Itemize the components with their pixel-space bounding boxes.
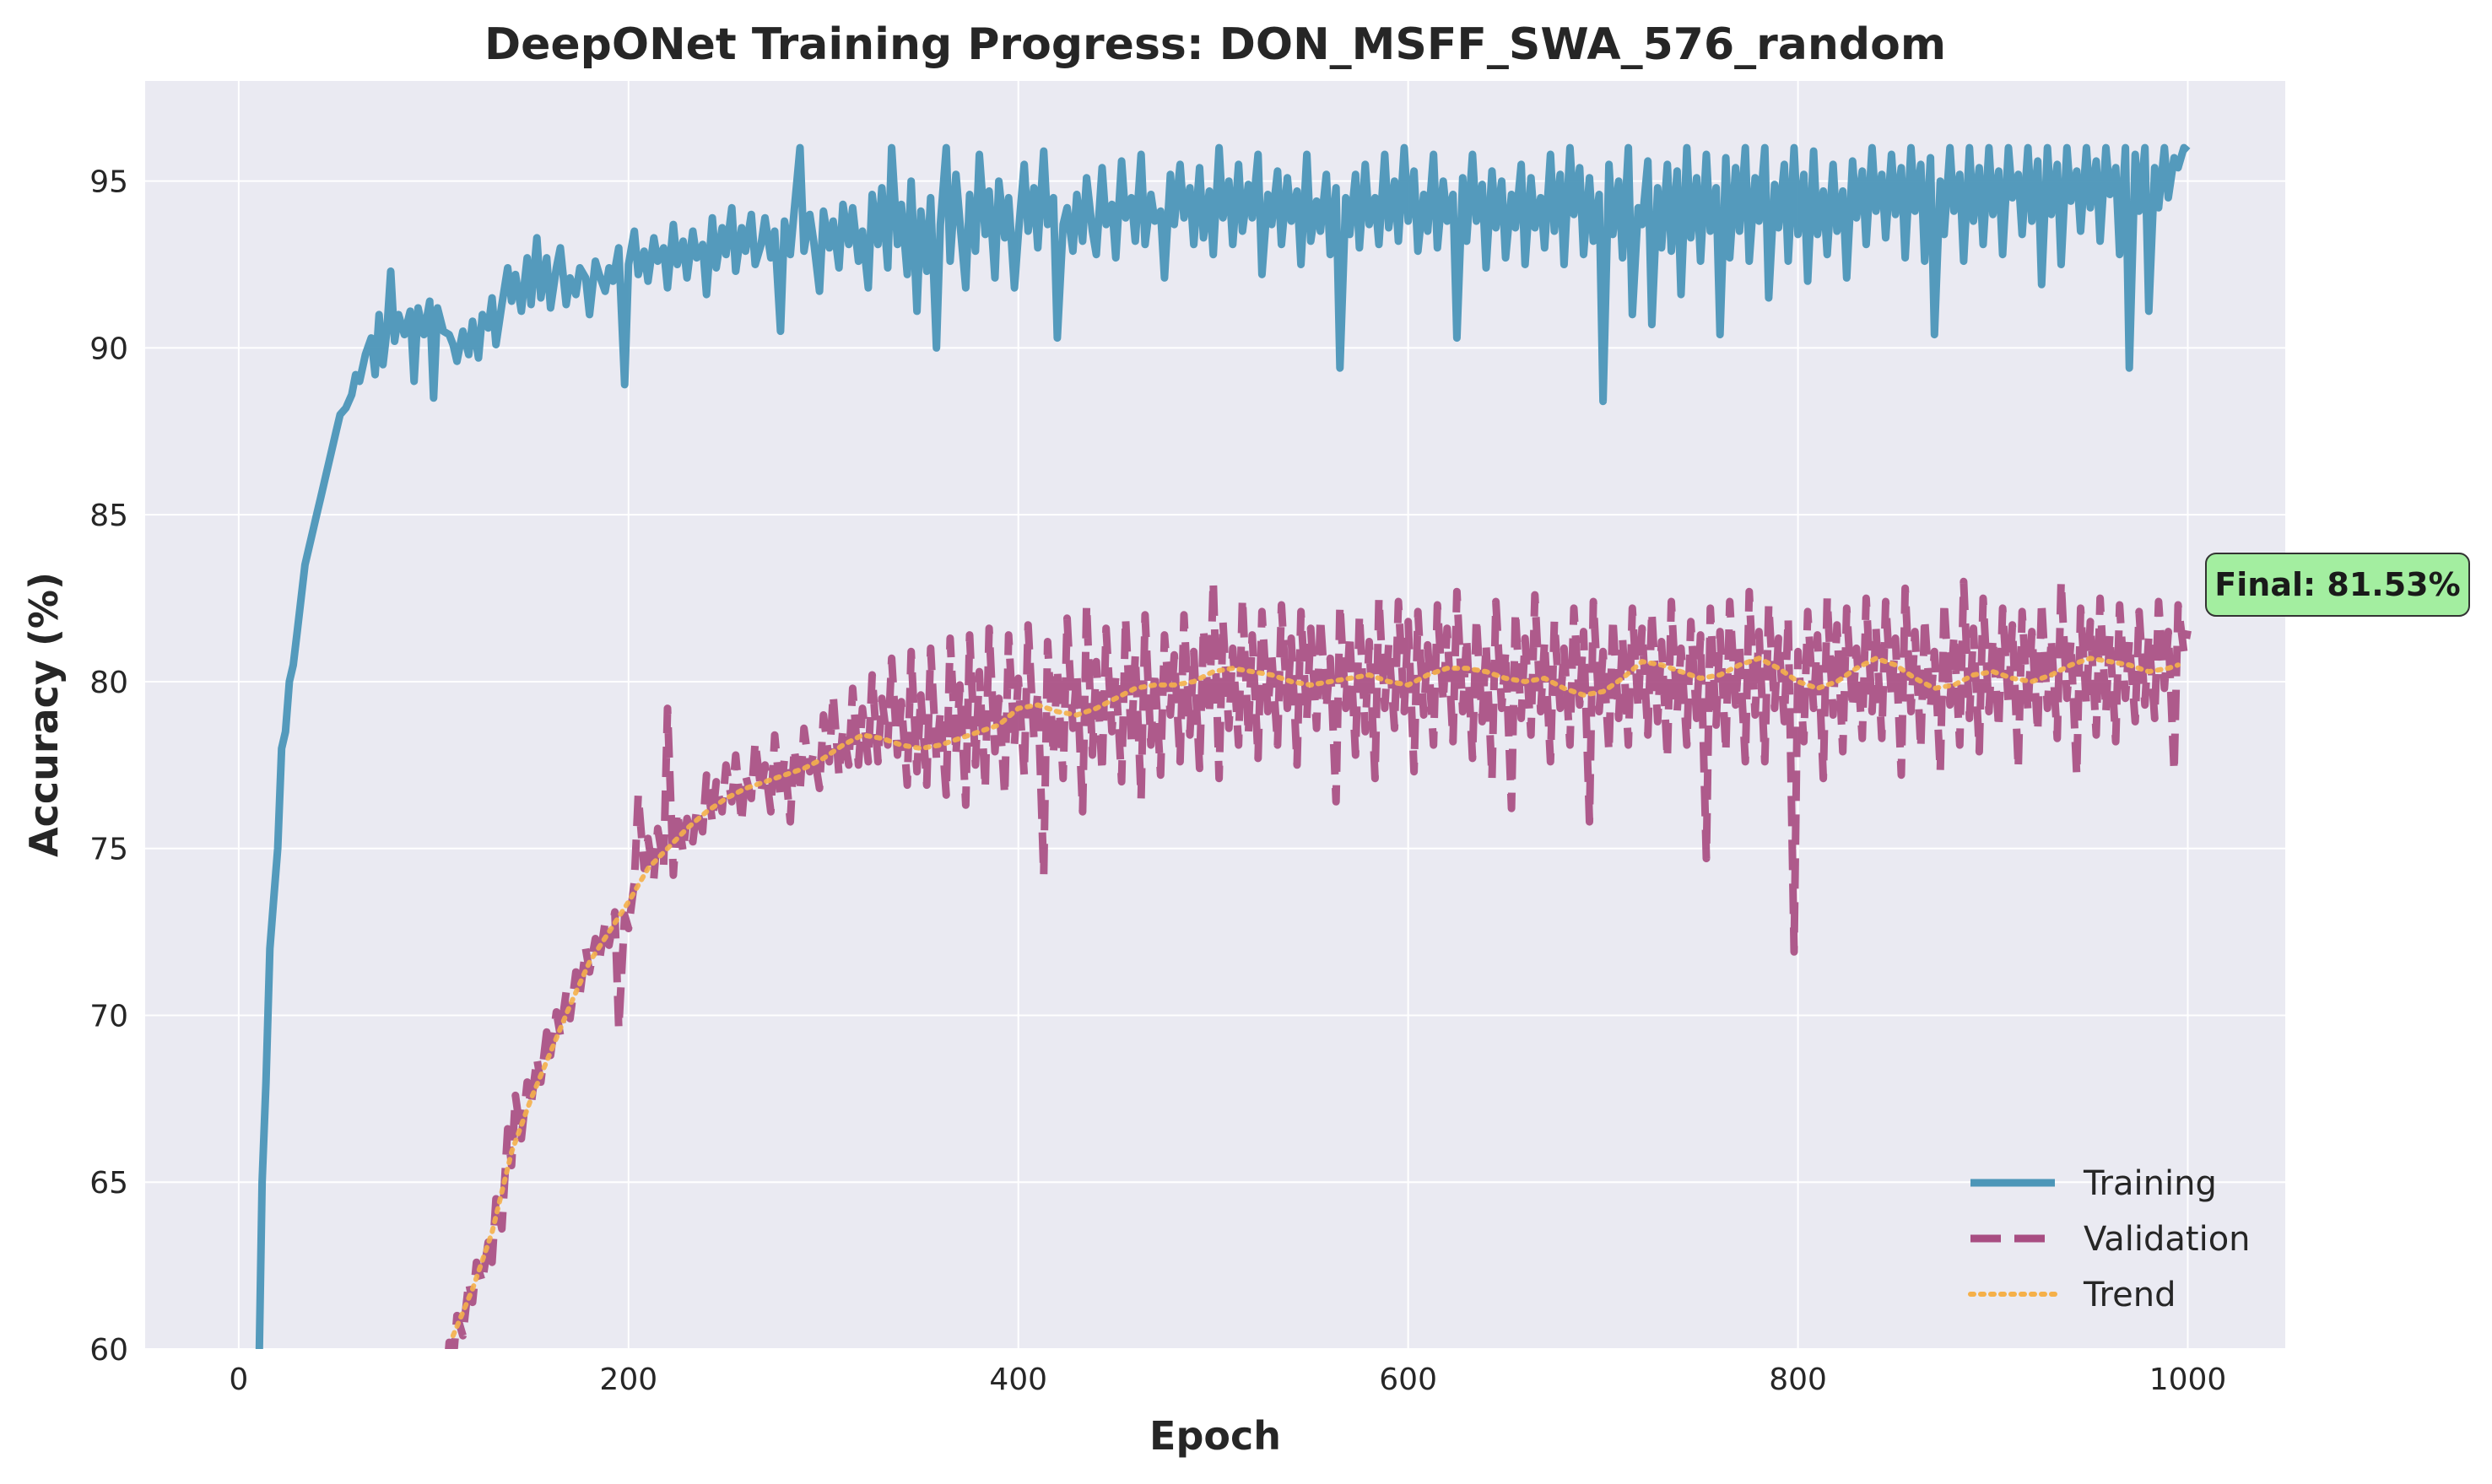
x-tick-label: 1000	[2149, 1363, 2227, 1397]
legend-item-trend: Trend	[1968, 1276, 2176, 1314]
series-line-validation	[445, 577, 2192, 1349]
legend: Training Validation Trend	[1968, 1164, 2251, 1314]
x-tick-label: 400	[989, 1363, 1047, 1397]
series-line-training	[255, 143, 2191, 1349]
y-tick-label: 85	[89, 499, 128, 533]
legend-label-trend: Trend	[2083, 1276, 2176, 1314]
y-tick-label: 65	[89, 1166, 128, 1201]
y-tick-label: 90	[89, 332, 128, 366]
x-tick-label: 600	[1379, 1363, 1437, 1397]
plot-area	[145, 81, 2285, 1349]
tick-labels: 0 200 400 600 800 1000 60 65 70 75 80 85 90 95	[89, 165, 2226, 1397]
x-tick-label: 800	[1769, 1363, 1827, 1397]
y-tick-label: 80	[89, 666, 128, 700]
series-line-trend	[450, 656, 2181, 1339]
chart-title: DeepONet Training Progress: DON_MSFF_SWA…	[484, 19, 1946, 70]
final-accuracy-box	[2205, 553, 2470, 617]
series-lines	[255, 143, 2192, 1349]
legend-item-training: Training	[1970, 1164, 2217, 1203]
x-axis-label: Epoch	[1149, 1413, 1281, 1459]
legend-label-training: Training	[2083, 1164, 2217, 1203]
x-tick-label: 0	[229, 1363, 248, 1397]
final-accuracy-label: Final: 81.53%	[2214, 566, 2460, 603]
legend-item-validation: Validation	[1970, 1220, 2251, 1259]
y-axis-label: Accuracy (%)	[21, 572, 67, 857]
legend-label-validation: Validation	[2084, 1220, 2251, 1259]
final-accuracy-annotation: Final: 81.53%	[2205, 553, 2470, 617]
x-tick-label: 200	[599, 1363, 657, 1397]
y-tick-label: 95	[89, 165, 128, 200]
y-tick-label: 60	[89, 1333, 128, 1368]
y-tick-label: 75	[89, 833, 128, 867]
y-tick-label: 70	[89, 999, 128, 1033]
